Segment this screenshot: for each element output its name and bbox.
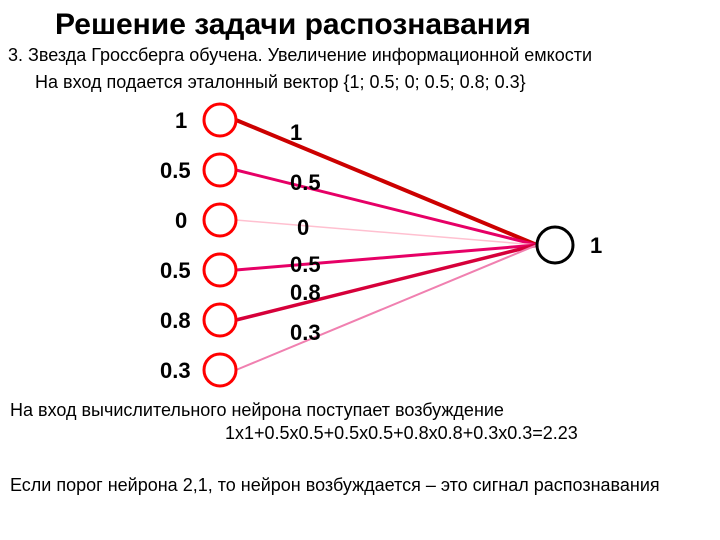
- edge-weight-label: 0: [297, 215, 309, 240]
- bottom-text-3: Если порог нейрона 2,1, то нейрон возбуж…: [10, 475, 660, 496]
- input-label: 0.5: [160, 158, 191, 183]
- input-label: 0.5: [160, 258, 191, 283]
- bottom-text-2: 1x1+0.5x0.5+0.5x0.5+0.8x0.8+0.3x0.3=2.23: [225, 423, 578, 444]
- input-node: [204, 354, 236, 386]
- output-label: 1: [590, 233, 602, 258]
- input-label: 1: [175, 108, 187, 133]
- edge-weight-label: 0.3: [290, 320, 321, 345]
- grossberg-star-diagram: 1 0.5 0 0.5 0.8 0.3 1 0.5 0 0.5 0.8 0.3 1: [0, 0, 720, 540]
- edge-weight-label: 0.5: [290, 170, 321, 195]
- output-node: [537, 227, 573, 263]
- input-node: [204, 304, 236, 336]
- edge-weight-label: 1: [290, 120, 302, 145]
- input-node: [204, 204, 236, 236]
- input-node: [204, 154, 236, 186]
- input-label: 0.3: [160, 358, 191, 383]
- input-label: 0: [175, 208, 187, 233]
- edge-weight-label: 0.5: [290, 252, 321, 277]
- input-node: [204, 254, 236, 286]
- bottom-text-1: На вход вычислительного нейрона поступае…: [10, 400, 504, 421]
- input-node: [204, 104, 236, 136]
- input-label: 0.8: [160, 308, 191, 333]
- edge-weight-label: 0.8: [290, 280, 321, 305]
